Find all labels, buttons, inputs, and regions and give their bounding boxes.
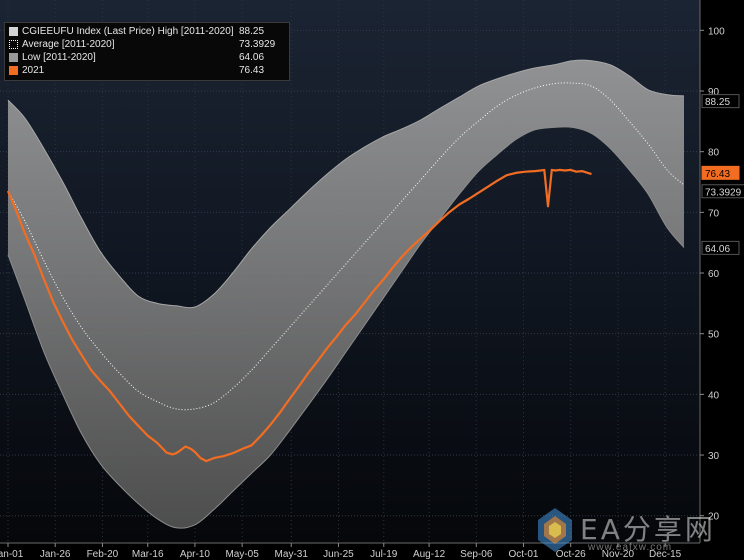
high-low-band <box>7 59 685 529</box>
x-axis: Jan-01 Jan-26 Feb-20 Mar-16 Apr-10 May-05 May-… <box>0 542 700 560</box>
x-tick-label: Jan-01 <box>0 549 24 560</box>
x-tick-label: Oct-26 <box>556 549 586 560</box>
y-tick-label: 20 <box>708 512 720 523</box>
right-label-box <box>701 165 740 180</box>
x-tick-label: Dec-15 <box>649 549 682 560</box>
x-tick-label: Jun-25 <box>323 549 354 560</box>
watermark-url: www.eafxw.com <box>588 542 673 553</box>
x-tick-label: May-31 <box>275 549 309 560</box>
series-high-line <box>7 59 685 309</box>
y-tick-label: 70 <box>708 208 720 219</box>
legend-entry-low: Low [2011-2020] 64.06 <box>9 51 285 64</box>
legend-label-2021: 2021 <box>22 65 45 76</box>
legend-value-low: 64.06 <box>239 52 265 63</box>
right-label-box <box>701 240 740 255</box>
x-tick-label: Nov-20 <box>602 549 635 560</box>
legend-entry-2021: 2021 76.43 <box>9 64 285 77</box>
legend-swatch-low <box>9 53 18 62</box>
legend-value-average: 73.3929 <box>239 39 276 50</box>
x-tick-label: Sep-06 <box>460 549 493 560</box>
series-2021-line <box>6 168 592 463</box>
y-tick-label: 40 <box>708 390 720 401</box>
legend-swatch-average <box>9 40 18 49</box>
legend-label-high: CGIEEUFU Index (Last Price) High [2011-2… <box>22 26 233 37</box>
watermark: EA分享网 www.eafxw.com <box>528 506 738 556</box>
x-tick-label: Mar-16 <box>132 549 164 560</box>
right-label-text: 76.43 <box>705 169 730 180</box>
x-tick-label: Jul-19 <box>370 549 398 560</box>
legend-entry-high: CGIEEUFU Index (Last Price) High [2011-2… <box>9 25 285 38</box>
x-tick-label: Aug-12 <box>413 549 446 560</box>
legend-swatch-high <box>9 27 18 36</box>
right-label-box <box>701 184 744 199</box>
right-label-text: 88.25 <box>705 97 730 108</box>
series-average-line <box>7 82 685 411</box>
y-tick-label: 60 <box>708 269 720 280</box>
x-tick-label: May-05 <box>225 549 259 560</box>
high-low-band-area <box>8 60 684 529</box>
y-tick-label: 50 <box>708 330 720 341</box>
y-tick-label: 80 <box>708 148 720 159</box>
legend-entry-average: Average [2011-2020] 73.3929 <box>9 38 285 51</box>
y-tick-label: 30 <box>708 451 720 462</box>
watermark-logo-icon <box>538 508 572 552</box>
y-axis: 20 30 40 50 60 70 80 90 100 <box>699 0 725 543</box>
series-low-line <box>7 126 685 529</box>
legend-swatch-2021 <box>9 66 18 75</box>
legend-value-high: 88.25 <box>239 26 265 37</box>
right-label-text: 64.06 <box>705 244 730 255</box>
x-tick-label: Apr-10 <box>180 549 210 560</box>
x-tick-label: Jan-26 <box>40 549 71 560</box>
chart-legend: CGIEEUFU Index (Last Price) High [2011-2… <box>4 22 290 81</box>
x-tick-label: Oct-01 <box>508 549 538 560</box>
right-label-box <box>701 94 740 109</box>
right-value-labels: 88.25 76.43 73.3929 64.06 <box>701 94 744 255</box>
y-tick-label: 100 <box>708 26 725 37</box>
right-label-text: 73.3929 <box>705 187 742 198</box>
legend-value-2021: 76.43 <box>239 65 265 76</box>
x-tick-label: Feb-20 <box>87 549 119 560</box>
legend-label-average: Average [2011-2020] <box>22 39 115 50</box>
legend-label-low: Low [2011-2020] <box>22 52 96 63</box>
y-tick-label: 90 <box>708 87 720 98</box>
watermark-text: EA分享网 <box>580 513 716 546</box>
series-lines <box>6 82 685 463</box>
